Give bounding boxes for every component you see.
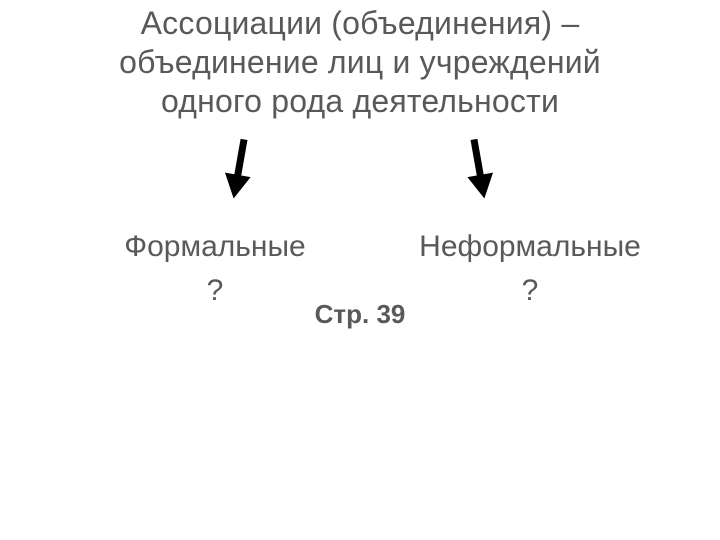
branch-left-label: Формальные bbox=[124, 230, 305, 263]
title-line-1: Ассоциации (объединения) – bbox=[141, 5, 580, 41]
arrow-left-icon bbox=[215, 133, 263, 203]
page-reference: Стр. 39 bbox=[0, 299, 720, 330]
branch-right-label: Неформальные bbox=[419, 230, 641, 263]
title-line-2: объединение лиц и учреждений bbox=[119, 44, 601, 80]
arrow-right-icon bbox=[455, 133, 503, 203]
title-block: Ассоциации (объединения) – объединение л… bbox=[0, 4, 720, 121]
page-reference-text: Стр. 39 bbox=[315, 299, 406, 329]
title-line-3: одного рода деятельности bbox=[161, 83, 559, 119]
slide: Ассоциации (объединения) – объединение л… bbox=[0, 0, 720, 540]
